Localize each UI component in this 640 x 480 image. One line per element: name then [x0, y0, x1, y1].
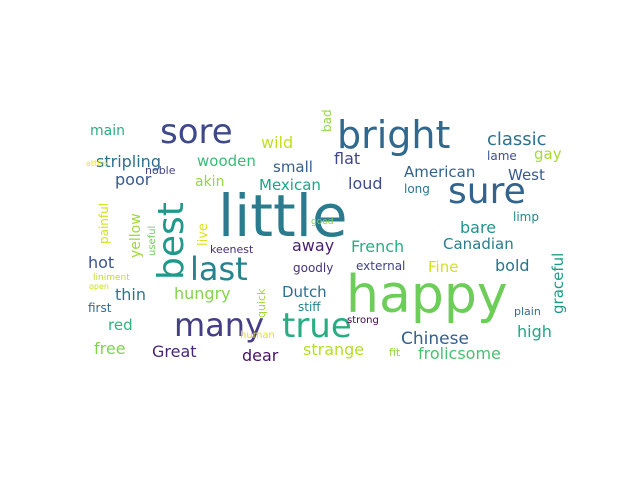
- word-sure: sure: [448, 171, 526, 212]
- word-main: main: [90, 123, 125, 139]
- word-loud: loud: [348, 174, 383, 193]
- word-last: last: [190, 250, 248, 288]
- word-plain: plain: [514, 305, 541, 318]
- word-gay: gay: [534, 145, 562, 163]
- word-strong: strong: [347, 315, 379, 326]
- word-keenest: keenest: [210, 243, 254, 256]
- word-noble: noble: [145, 164, 176, 177]
- word-stiff: stiff: [298, 300, 321, 314]
- word-sore: sore: [160, 112, 233, 152]
- word-red: red: [108, 316, 133, 334]
- word-many: many: [174, 306, 264, 344]
- word-frolicsome: frolicsome: [418, 344, 501, 363]
- word-free: free: [94, 339, 126, 358]
- word-west: West: [508, 166, 545, 184]
- word-atthe: atthe: [86, 159, 107, 168]
- word-poor: poor: [115, 170, 152, 189]
- word-fit: fit: [389, 346, 401, 359]
- word-limp: limp: [513, 210, 539, 224]
- word-dutch: Dutch: [282, 283, 327, 301]
- word-american: American: [404, 163, 475, 181]
- word-great: Great: [152, 342, 197, 361]
- word-wooden: wooden: [197, 152, 256, 170]
- word-canadian: Canadian: [443, 235, 514, 253]
- word-stripling: stripling: [96, 152, 161, 171]
- word-dear: dear: [242, 346, 279, 365]
- word-goodly: goodly: [293, 261, 333, 275]
- word-lame: lame: [487, 149, 517, 163]
- word-strange: strange: [303, 340, 364, 359]
- word-away: away: [292, 236, 334, 255]
- word-high: high: [517, 322, 552, 341]
- word-flat: flat: [334, 149, 360, 168]
- word-long: long: [404, 182, 430, 196]
- word-external: external: [356, 259, 405, 273]
- word-bad: bad: [320, 109, 334, 132]
- word-painful: painful: [97, 203, 111, 244]
- word-best: best: [151, 202, 192, 280]
- word-true: true: [282, 306, 352, 346]
- word-useful: useful: [147, 226, 158, 256]
- word-hungry: hungry: [174, 284, 231, 303]
- word-bare: bare: [460, 218, 496, 237]
- word-happy: happy: [346, 265, 508, 325]
- word-bright: bright: [337, 113, 450, 157]
- word-first: first: [88, 301, 112, 315]
- word-quick: quick: [255, 288, 268, 318]
- word-little: little: [218, 182, 348, 250]
- word-good: good: [311, 217, 333, 227]
- word-yellow: yellow: [128, 213, 144, 258]
- word-bold: bold: [495, 256, 530, 275]
- word-graceful: graceful: [549, 253, 567, 314]
- word-wild: wild: [261, 133, 293, 152]
- word-small: small: [273, 158, 313, 176]
- word-live: live: [196, 223, 211, 246]
- word-open: open: [89, 282, 109, 291]
- word-classic: classic: [487, 129, 547, 150]
- word-liniment: liniment: [93, 273, 130, 283]
- word-hot: hot: [88, 253, 114, 272]
- word-chinese: Chinese: [401, 329, 469, 349]
- word-fine: Fine: [428, 258, 458, 276]
- word-human: human: [240, 330, 275, 341]
- word-thin: thin: [115, 285, 146, 304]
- word-akin: akin: [195, 174, 224, 190]
- word-french: French: [351, 237, 404, 256]
- word-mexican: Mexican: [259, 176, 321, 194]
